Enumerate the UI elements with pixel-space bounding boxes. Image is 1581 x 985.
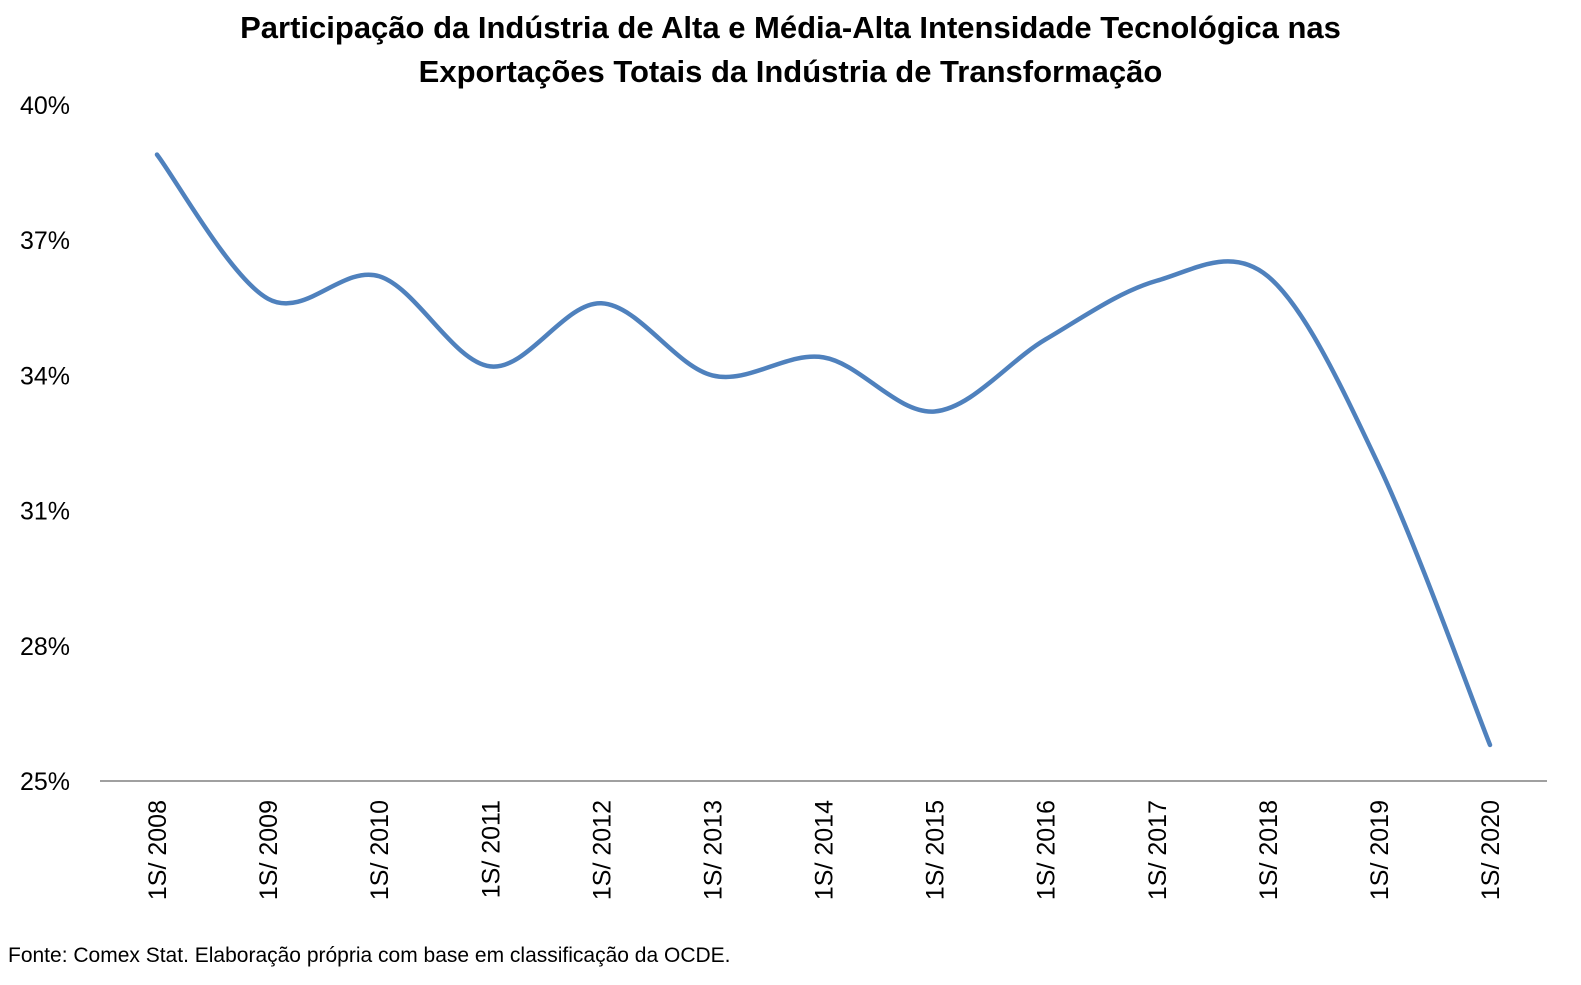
x-tick-label: 1S/ 2008 bbox=[144, 800, 172, 900]
y-tick-label: 34% bbox=[20, 362, 70, 390]
y-tick-label: 31% bbox=[20, 498, 70, 526]
x-tick-label: 1S/ 2019 bbox=[1366, 800, 1394, 900]
series-line bbox=[154, 152, 1493, 748]
y-axis-labels: 25% 28% 31% 34% 37% 40% bbox=[20, 92, 70, 796]
source-note: Fonte: Comex Stat. Elaboração própria co… bbox=[8, 944, 731, 967]
x-tick-label: 1S/ 2018 bbox=[1255, 800, 1283, 900]
chart-title-line-1: Participação da Indústria de Alta e Médi… bbox=[240, 10, 1341, 45]
chart-title: Participação da Indústria de Alta e Médi… bbox=[0, 6, 1581, 94]
x-tick-label: 1S/ 2014 bbox=[811, 800, 839, 900]
chart-title-line-2: Exportações Totais da Indústria de Trans… bbox=[418, 54, 1163, 89]
x-tick-label: 1S/ 2013 bbox=[699, 800, 727, 900]
x-tick-label: 1S/ 2012 bbox=[588, 800, 616, 900]
x-tick-label: 1S/ 2020 bbox=[1477, 800, 1505, 900]
y-tick-label: 25% bbox=[20, 768, 70, 796]
x-tick-label: 1S/ 2009 bbox=[255, 800, 283, 900]
x-tick-label: 1S/ 2015 bbox=[922, 800, 950, 900]
x-tick-label: 1S/ 2011 bbox=[477, 800, 505, 898]
y-tick-label: 37% bbox=[20, 227, 70, 255]
x-tick-label: 1S/ 2017 bbox=[1144, 800, 1172, 900]
y-tick-label: 40% bbox=[20, 92, 70, 120]
y-tick-label: 28% bbox=[20, 633, 70, 661]
x-tick-label: 1S/ 2016 bbox=[1033, 800, 1061, 900]
x-tick-label: 1S/ 2010 bbox=[366, 800, 394, 900]
x-axis-labels: 1S/ 2008 1S/ 2009 1S/ 2010 1S/ 2011 1S/ 2012… bbox=[144, 800, 1505, 900]
